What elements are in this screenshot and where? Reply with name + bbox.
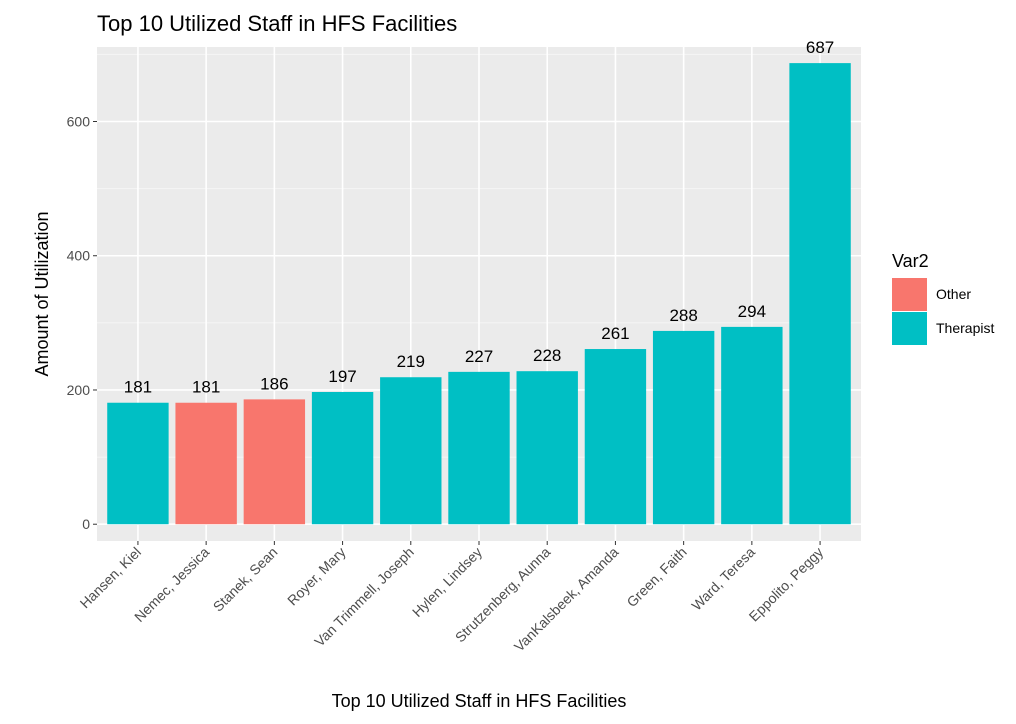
data-label: 687: [806, 38, 834, 57]
legend-item-therapist: Therapist: [892, 312, 994, 345]
data-label: 228: [533, 346, 561, 365]
data-label: 288: [669, 306, 697, 325]
bar: [584, 349, 647, 525]
bar: [652, 330, 715, 525]
x-axis-title: Top 10 Utilized Staff in HFS Facilities: [332, 691, 627, 711]
chart-title: Top 10 Utilized Staff in HFS Facilities: [97, 11, 457, 36]
x-tick-label: Royer, Mary: [284, 544, 349, 609]
x-tick-label: Hylen, Lindsey: [409, 544, 485, 620]
bar: [448, 371, 510, 525]
bar: [311, 391, 374, 525]
legend-item-other: Other: [892, 278, 971, 311]
data-label: 219: [397, 352, 425, 371]
legend: Var2 Other Therapist: [892, 251, 994, 345]
bar: [243, 399, 306, 525]
y-tick-label: 600: [67, 114, 91, 130]
legend-key-therapist: [892, 312, 927, 345]
x-tick-label: Hansen, Kiel: [77, 544, 144, 611]
y-axis: 0 200 400 600: [67, 114, 97, 532]
data-labels: 181 181 186 197 219 227 228 261 288 294 687: [124, 38, 835, 397]
x-tick-label: Eppolito, Peggy: [746, 544, 827, 625]
data-label: 294: [738, 302, 766, 321]
y-tick-label: 0: [82, 516, 90, 532]
bar: [516, 371, 578, 525]
legend-label-therapist: Therapist: [936, 320, 994, 336]
legend-title: Var2: [892, 251, 929, 271]
x-tick-label: Ward, Teresa: [688, 544, 758, 614]
legend-key-other: [892, 278, 927, 311]
data-label: 261: [601, 324, 629, 343]
data-label: 186: [260, 374, 288, 393]
data-label: 181: [192, 378, 220, 397]
legend-label-other: Other: [936, 286, 971, 302]
bar: [107, 402, 169, 525]
data-label: 197: [328, 367, 356, 386]
bars: [107, 63, 851, 525]
x-tick-label: Green, Faith: [623, 544, 689, 610]
bar: [175, 402, 237, 525]
data-label: 181: [124, 378, 152, 397]
bar: [789, 63, 851, 525]
y-axis-title: Amount of Utilization: [32, 211, 52, 376]
y-tick-label: 400: [67, 248, 91, 264]
y-tick-label: 200: [67, 382, 91, 398]
bar: [380, 377, 442, 525]
x-tick-label: Stanek, Sean: [210, 544, 281, 615]
bar: [721, 326, 783, 525]
data-label: 227: [465, 347, 493, 366]
